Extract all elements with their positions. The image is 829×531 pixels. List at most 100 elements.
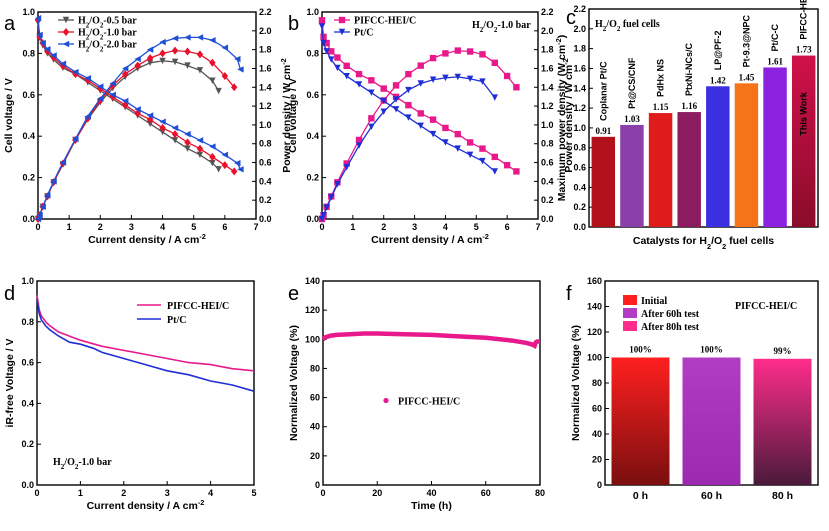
voltage-point: [417, 110, 424, 117]
power-line: [37, 60, 220, 220]
chart-title: PIFCC-HEI/C: [735, 301, 797, 312]
y-tick-label: 100: [305, 334, 320, 344]
power-point: [72, 135, 79, 143]
power-point: [323, 204, 330, 211]
bar: [763, 67, 787, 227]
power-point: [320, 212, 327, 219]
bar-value-label: 1.42: [710, 75, 726, 85]
y-tick-label: 140: [587, 302, 602, 312]
y2-tick-label: 1.2: [259, 101, 272, 111]
voltage-point: [454, 145, 461, 152]
power-point: [146, 59, 154, 67]
y-tick-label: 2.0: [573, 24, 586, 34]
power-point: [122, 65, 129, 72]
y-tick-label: 60: [310, 393, 320, 403]
power-point: [196, 67, 204, 74]
x-tick-label: 4: [160, 222, 165, 232]
y-axis-label: iR-free Voltage / V: [4, 338, 16, 427]
power-point: [84, 113, 92, 120]
y2-tick-label: 2.2: [541, 7, 554, 17]
voltage-point: [479, 145, 486, 152]
voltage-point: [237, 166, 244, 173]
power-point: [442, 74, 449, 82]
power-point: [171, 46, 179, 55]
x-tick-label: 40: [426, 488, 436, 498]
power-point: [134, 61, 141, 70]
y-tick-label: 0.8: [21, 317, 34, 327]
voltage-point: [196, 137, 204, 144]
power-point: [392, 96, 400, 103]
y-tick-label: 0.4: [573, 182, 586, 192]
y-tick-label: 1.0: [306, 7, 319, 17]
y-tick-label: 20: [592, 455, 602, 465]
x-tick-label: 7: [535, 222, 540, 232]
y-axis-label: Normalized Voltage (%): [570, 325, 582, 441]
voltage-point: [323, 48, 330, 55]
series-line: [321, 331, 540, 349]
y-tick-label: 120: [587, 327, 602, 337]
voltage-point: [343, 62, 350, 70]
power-point: [503, 72, 511, 80]
voltage-point: [234, 159, 241, 167]
y2-tick-label: 1.8: [541, 45, 554, 55]
voltage-point: [44, 46, 51, 53]
x-tick-label: 0: [34, 488, 39, 498]
voltage-point: [318, 17, 326, 24]
power-point: [97, 95, 104, 102]
power-point: [209, 77, 216, 84]
voltage-point: [50, 52, 57, 59]
bar-value-label: 99%: [774, 346, 792, 356]
power-point: [215, 87, 222, 95]
bar-category-label: Pt-9.3@NPC: [741, 15, 751, 68]
voltage-point: [323, 39, 330, 47]
power-point: [429, 76, 437, 83]
y2-tick-label: 0.6: [541, 158, 554, 168]
x-category-label: 0 h: [633, 490, 648, 502]
y2-tick-label: 0.8: [259, 139, 272, 149]
power-point: [368, 123, 375, 130]
y-tick-label: 0.0: [573, 222, 586, 232]
y2-tick-label: 0.0: [541, 214, 554, 224]
voltage-point: [231, 167, 238, 176]
y-tick-label: 40: [310, 422, 320, 432]
series-1: [318, 23, 498, 223]
y2-tick-label: 1.0: [259, 120, 272, 130]
y-tick-label: 20: [310, 451, 320, 461]
power-point: [417, 62, 424, 69]
y2-tick-label: 1.4: [541, 82, 554, 92]
y-tick-label: 0.2: [21, 439, 34, 449]
power-point: [122, 70, 129, 79]
power-point: [466, 48, 474, 55]
power-point: [196, 50, 204, 59]
voltage-point: [491, 153, 498, 161]
voltage-point: [405, 114, 412, 121]
legend-label: PIFCC-HEI/C: [354, 16, 416, 27]
voltage-point: [380, 97, 387, 105]
y2-axis-label: Power density / W cm-2: [561, 58, 576, 173]
bar: [706, 86, 730, 227]
power-point: [442, 50, 449, 57]
y-tick-label: 0.4: [21, 398, 34, 408]
plot-frame: [588, 8, 819, 228]
y2-tick-label: 0.0: [259, 214, 272, 224]
power-point: [405, 86, 412, 94]
power-point: [159, 38, 166, 46]
voltage-point: [159, 123, 166, 132]
plot-frame: [321, 11, 539, 220]
x-axis-label: Catalysts for H2/O2 fuel cells: [633, 235, 774, 251]
power-point: [171, 58, 179, 66]
voltage-point: [328, 48, 335, 55]
voltage-point: [171, 130, 179, 139]
condition-annotation: H2/O2-1.0 bar: [472, 20, 531, 34]
y2-tick-label: 1.6: [541, 63, 554, 73]
x-tick-label: 1: [350, 222, 355, 232]
voltage-point: [36, 31, 43, 38]
bar-value-label: 100%: [700, 345, 723, 355]
x-tick-label: 5: [251, 488, 256, 498]
voltage-point: [39, 39, 46, 47]
x-tick-label: 3: [412, 222, 417, 232]
voltage-point: [491, 168, 498, 175]
legend-label: PIFCC-HEI/C: [398, 396, 460, 407]
voltage-point: [479, 157, 486, 165]
